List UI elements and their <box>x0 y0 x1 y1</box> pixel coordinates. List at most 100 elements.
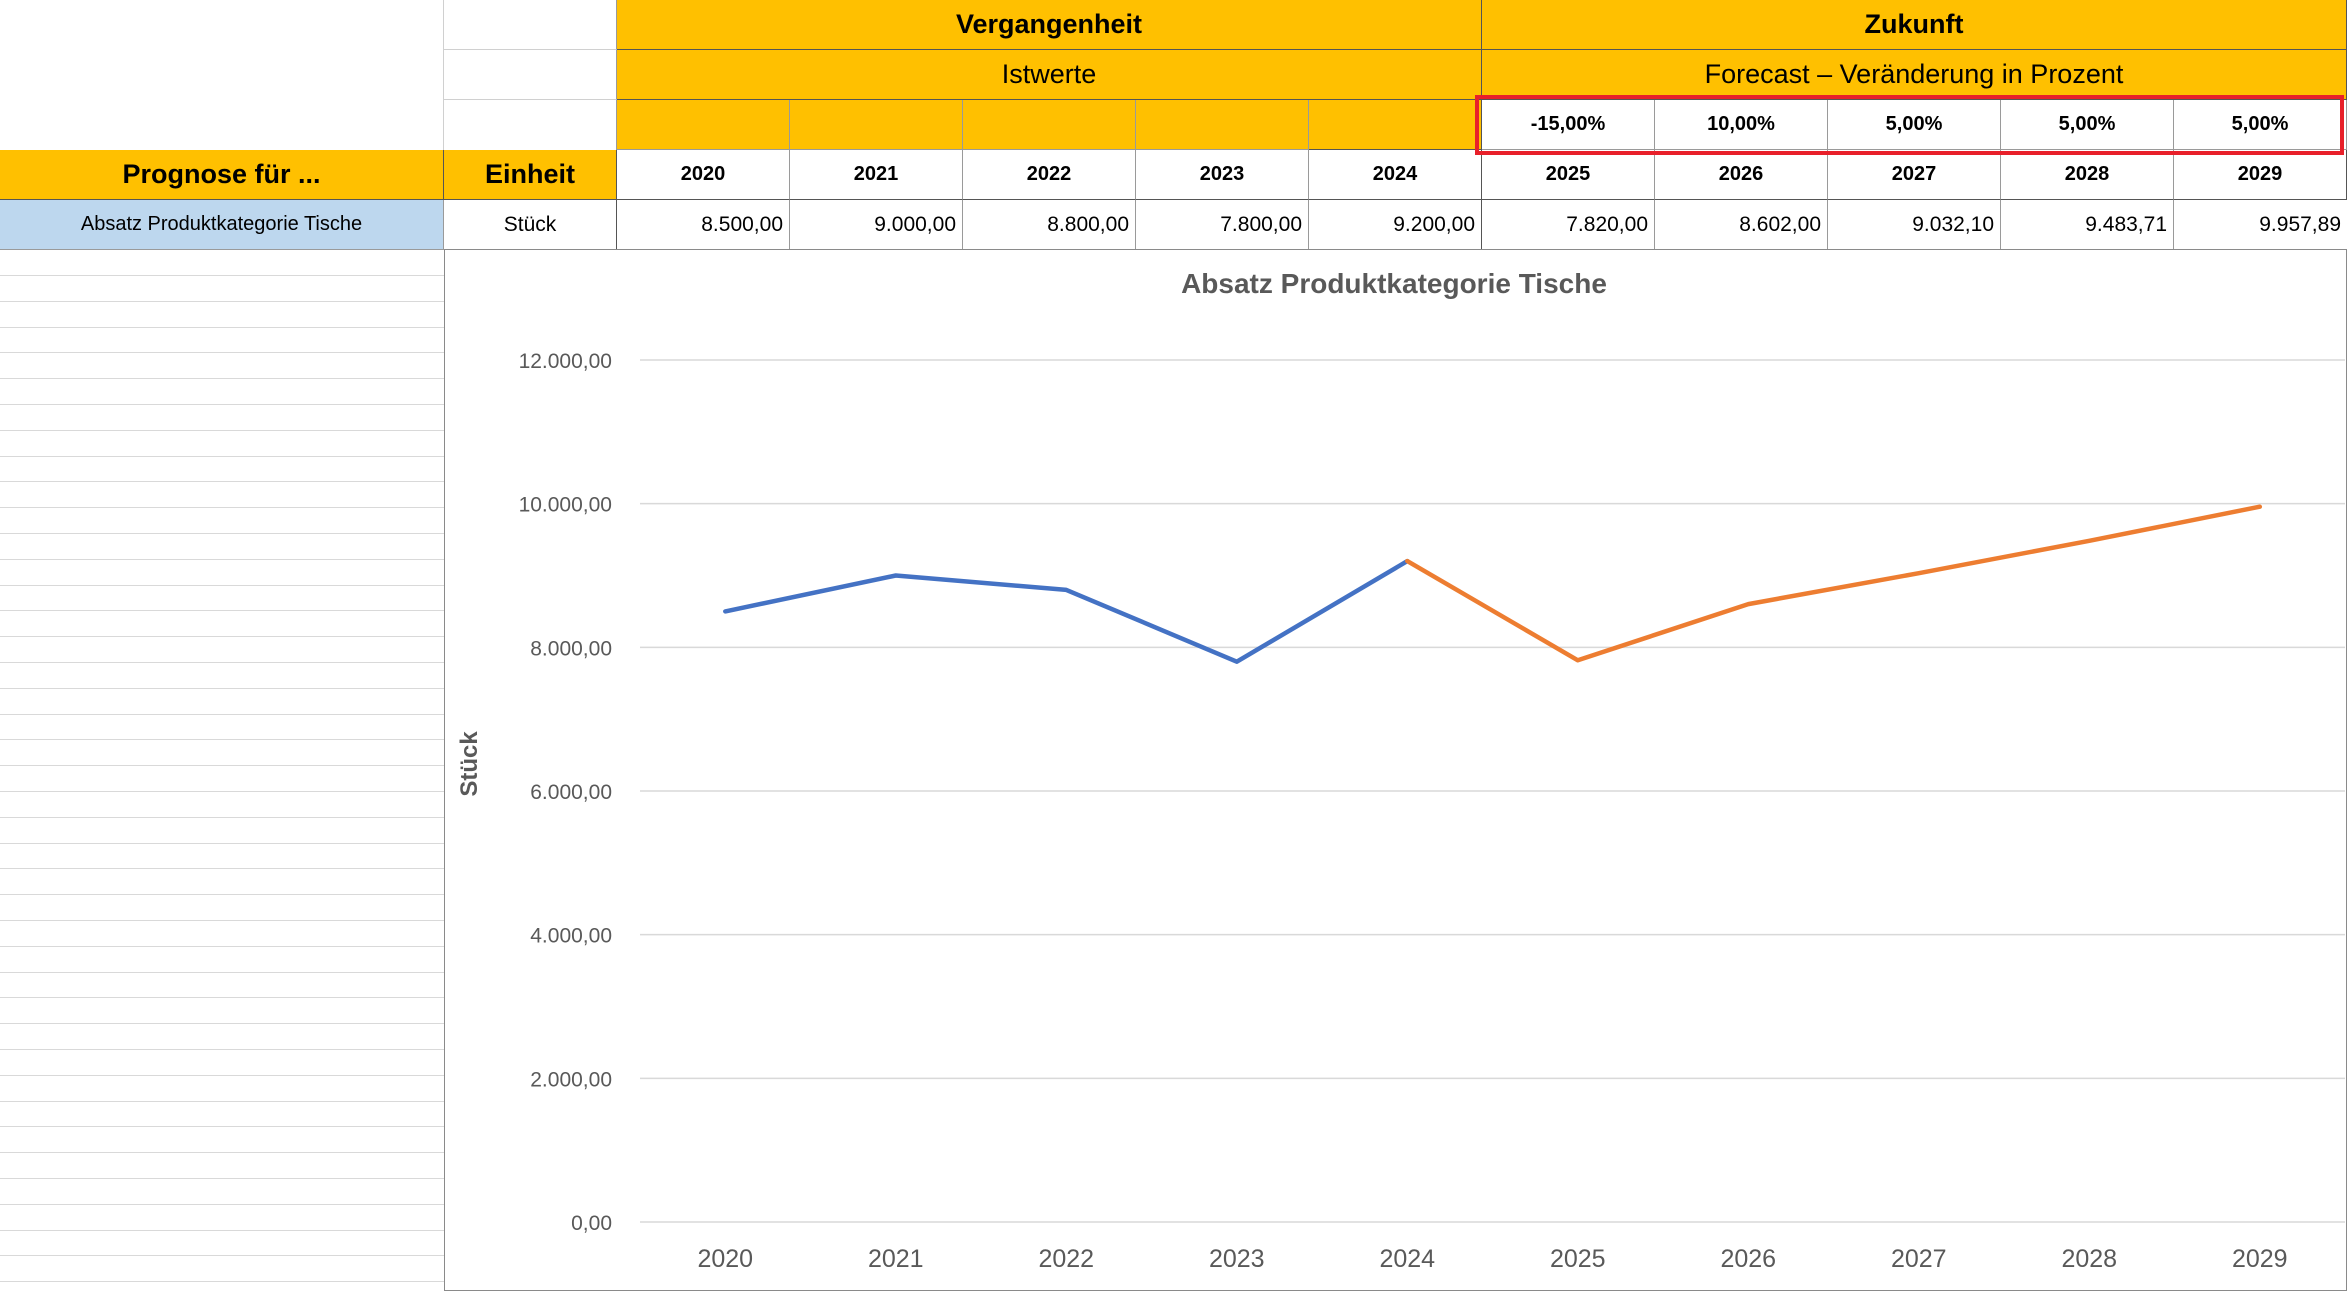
y-axis-label: Stück <box>456 731 483 797</box>
row-label[interactable]: Absatz Produktkategorie Tische <box>0 200 444 250</box>
empty-past-cell[interactable] <box>963 100 1136 150</box>
blank-cell[interactable] <box>444 100 617 150</box>
value-cell[interactable]: 8.800,00 <box>963 200 1136 250</box>
empty-past-cell[interactable] <box>617 100 790 150</box>
series-line-past[interactable] <box>723 558 1410 664</box>
year-cell[interactable]: 2026 <box>1655 150 1828 200</box>
year-cell[interactable]: 2023 <box>1136 150 1309 200</box>
gridline <box>0 301 444 302</box>
x-tick-label: 2028 <box>2061 1245 2117 1273</box>
row-unit[interactable]: Stück <box>444 200 617 250</box>
x-tick-label: 2023 <box>1209 1245 1265 1273</box>
gridline <box>0 946 444 947</box>
subheader-future[interactable]: Forecast – Veränderung in Prozent <box>1482 50 2347 100</box>
gridline <box>0 894 444 895</box>
gridline <box>0 739 444 740</box>
gridline <box>0 817 444 818</box>
gridline <box>0 1101 444 1102</box>
gridline <box>0 507 444 508</box>
year-cell[interactable]: 2022 <box>963 150 1136 200</box>
gridline <box>0 456 444 457</box>
gridline <box>0 688 444 689</box>
chart-title: Absatz Produktkategorie Tische <box>1181 268 1607 299</box>
gridline <box>0 610 444 611</box>
header-future[interactable]: Zukunft <box>1482 0 2347 50</box>
gridline <box>0 481 444 482</box>
value-cell[interactable]: 9.000,00 <box>790 200 963 250</box>
y-tick-label: 12.000,00 <box>519 350 612 373</box>
gridline <box>0 972 444 973</box>
value-cell[interactable]: 8.602,00 <box>1655 200 1828 250</box>
empty-past-cell[interactable] <box>1136 100 1309 150</box>
x-tick-label: 2025 <box>1550 1245 1606 1273</box>
gridline <box>0 1255 444 1256</box>
gridline <box>0 920 444 921</box>
gridline <box>0 533 444 534</box>
gridline <box>0 404 444 405</box>
gridline <box>0 1230 444 1231</box>
y-tick-label: 2.000,00 <box>530 1068 612 1091</box>
gridline <box>0 1281 444 1282</box>
empty-past-cell[interactable] <box>790 100 963 150</box>
gridline <box>0 868 444 869</box>
gridline <box>0 1178 444 1179</box>
y-tick-label: 8.000,00 <box>530 637 612 660</box>
gridline <box>0 585 444 586</box>
year-cell[interactable]: 2024 <box>1309 150 1482 200</box>
column-header-einheit[interactable]: Einheit <box>444 150 617 200</box>
y-tick-label: 10.000,00 <box>519 494 612 517</box>
subheader-past[interactable]: Istwerte <box>617 50 1482 100</box>
value-cell[interactable]: 9.032,10 <box>1828 200 2001 250</box>
gridline <box>0 327 444 328</box>
x-tick-label: 2022 <box>1038 1245 1094 1273</box>
gridline <box>0 1204 444 1205</box>
value-cell[interactable]: 8.500,00 <box>617 200 790 250</box>
empty-past-cell[interactable] <box>1309 100 1482 150</box>
year-cell[interactable]: 2021 <box>790 150 963 200</box>
percent-cell[interactable]: 5,00% <box>2001 100 2174 150</box>
gridline <box>0 636 444 637</box>
y-tick-label: 6.000,00 <box>530 781 612 804</box>
year-cell[interactable]: 2020 <box>617 150 790 200</box>
gridline <box>0 430 444 431</box>
x-tick-label: 2020 <box>697 1245 753 1273</box>
value-cell[interactable]: 7.800,00 <box>1136 200 1309 250</box>
x-tick-label: 2029 <box>2232 1245 2288 1273</box>
percent-cell[interactable]: -15,00% <box>1482 100 1655 150</box>
line-chart: 0,00 2.000,00 4.000,00 6.000,00 8.000,00 10.0… <box>456 268 2345 1273</box>
gridline <box>0 1152 444 1153</box>
highlight-frame <box>1475 95 2344 155</box>
year-cell[interactable]: 2029 <box>2174 150 2347 200</box>
gridline <box>0 714 444 715</box>
x-tick-label: 2026 <box>1720 1245 1776 1273</box>
series-line-forecast[interactable] <box>1405 504 2263 663</box>
gridline <box>0 378 444 379</box>
year-cell[interactable]: 2025 <box>1482 150 1655 200</box>
gridline <box>0 559 444 560</box>
percent-cell[interactable]: 10,00% <box>1655 100 1828 150</box>
gridline <box>0 843 444 844</box>
gridline <box>0 662 444 663</box>
value-cell[interactable]: 9.483,71 <box>2001 200 2174 250</box>
gridline <box>0 1126 444 1127</box>
percent-cell[interactable]: 5,00% <box>1828 100 2001 150</box>
year-cell[interactable]: 2027 <box>1828 150 2001 200</box>
gridline <box>0 765 444 766</box>
value-cell[interactable]: 9.957,89 <box>2174 200 2347 250</box>
blank-cell[interactable] <box>0 0 444 150</box>
gridline <box>0 997 444 998</box>
chart-area[interactable]: 0,00 2.000,00 4.000,00 6.000,00 8.000,00 10.0… <box>444 249 2347 1291</box>
gridline <box>0 1023 444 1024</box>
column-header-prognose[interactable]: Prognose für ... <box>0 150 444 200</box>
value-cell[interactable]: 9.200,00 <box>1309 200 1482 250</box>
year-cell[interactable]: 2028 <box>2001 150 2174 200</box>
y-tick-label: 0,00 <box>571 1212 612 1235</box>
value-cell[interactable]: 7.820,00 <box>1482 200 1655 250</box>
gridline <box>0 1049 444 1050</box>
blank-cell[interactable] <box>444 50 617 100</box>
x-tick-label: 2027 <box>1891 1245 1947 1273</box>
blank-cell[interactable] <box>444 0 617 50</box>
gridline <box>0 352 444 353</box>
header-past[interactable]: Vergangenheit <box>617 0 1482 50</box>
